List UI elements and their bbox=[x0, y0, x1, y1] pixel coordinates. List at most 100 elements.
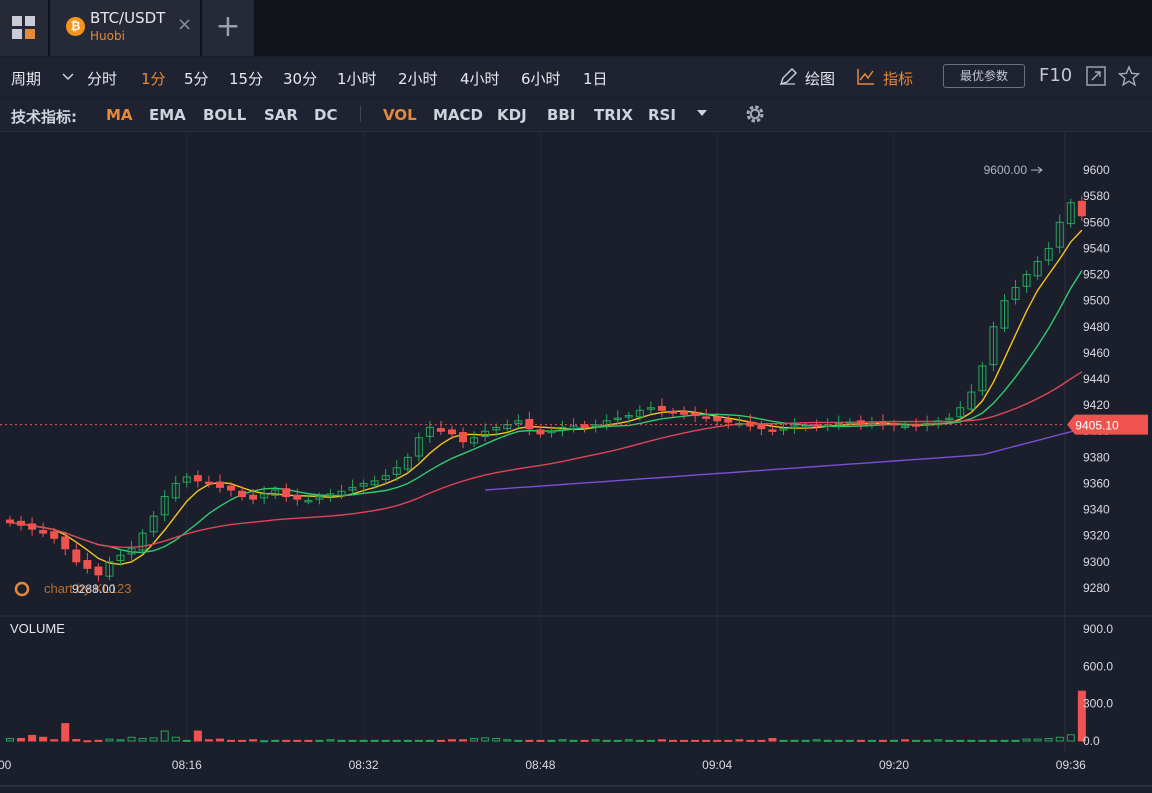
volume-tick-label: 0.0 bbox=[1083, 734, 1100, 748]
interval-5m[interactable]: 5分 bbox=[184, 70, 209, 88]
layout-grid-button[interactable] bbox=[0, 0, 48, 56]
volume-bar bbox=[448, 739, 456, 742]
close-icon[interactable]: × bbox=[177, 14, 193, 35]
grid-icon bbox=[12, 16, 35, 39]
interval-30m[interactable]: 30分 bbox=[283, 70, 318, 88]
tab-bar: ₿ BTC/USDT Huobi × + bbox=[0, 0, 1152, 56]
price-tick-label: 9540 bbox=[1083, 241, 1110, 255]
candle-body bbox=[61, 536, 70, 550]
candle-body bbox=[624, 415, 633, 418]
volume-bar bbox=[171, 736, 180, 742]
pen-icon[interactable] bbox=[778, 67, 798, 87]
candle-body bbox=[149, 515, 158, 533]
indicator-macd[interactable]: MACD bbox=[433, 106, 483, 124]
volume-bar bbox=[94, 739, 103, 742]
candle-body bbox=[6, 519, 14, 524]
tab-btc-usdt[interactable]: ₿ BTC/USDT Huobi × bbox=[50, 0, 200, 56]
candle-body bbox=[602, 420, 611, 427]
candle-body bbox=[370, 480, 379, 486]
candle-body bbox=[492, 426, 501, 431]
interval-15m[interactable]: 15分 bbox=[229, 70, 264, 88]
chart-line-icon[interactable] bbox=[857, 68, 875, 86]
chevron-down-icon[interactable] bbox=[62, 73, 74, 81]
volume-bar bbox=[459, 739, 468, 742]
volume-bar bbox=[105, 738, 114, 742]
volume-bar bbox=[1022, 738, 1031, 742]
candlesticks bbox=[6, 196, 1086, 582]
candle-body bbox=[680, 411, 689, 415]
volume-bar bbox=[790, 739, 799, 742]
interval-2h[interactable]: 2小时 bbox=[398, 70, 438, 88]
volume-bar bbox=[359, 739, 368, 742]
candle-body bbox=[238, 490, 247, 498]
time-tick-label: 09:04 bbox=[702, 758, 732, 772]
volume-bar bbox=[127, 736, 136, 742]
volume-bar bbox=[945, 739, 954, 742]
time-tick-label: 09:20 bbox=[879, 758, 909, 772]
volume-bar bbox=[381, 739, 390, 742]
volume-bar bbox=[757, 739, 766, 742]
high-price-label: 9600.00 bbox=[984, 163, 1028, 177]
indicator-rsi[interactable]: RSI bbox=[648, 106, 676, 124]
time-tick-label: 00 bbox=[0, 758, 12, 772]
volume-bar bbox=[646, 739, 655, 742]
candle-body bbox=[514, 420, 523, 424]
candle-body bbox=[724, 418, 733, 423]
candle-body bbox=[746, 421, 755, 427]
indicator-bbi[interactable]: BBI bbox=[547, 106, 576, 124]
caret-down-icon[interactable] bbox=[697, 110, 707, 117]
candle-body bbox=[967, 391, 976, 410]
indicator-vol[interactable]: VOL bbox=[383, 106, 417, 124]
volume-bar bbox=[6, 738, 14, 742]
ma-line-10 bbox=[9, 270, 1083, 554]
volume-bar bbox=[1055, 736, 1064, 742]
candle-body bbox=[282, 488, 291, 498]
fullscreen-icon[interactable] bbox=[1086, 66, 1106, 86]
gear-icon[interactable] bbox=[744, 103, 766, 125]
volume-bar bbox=[558, 739, 567, 742]
add-tab-button[interactable]: + bbox=[202, 0, 254, 56]
candle-body bbox=[17, 520, 26, 526]
volume-tick-label: 600.0 bbox=[1083, 659, 1113, 673]
interval-1d[interactable]: 1日 bbox=[583, 70, 608, 88]
star-icon[interactable] bbox=[1118, 65, 1140, 87]
volume-bar bbox=[160, 730, 169, 742]
volume-bar bbox=[149, 737, 158, 742]
volume-bar bbox=[989, 739, 998, 742]
volume-bar bbox=[1011, 739, 1020, 742]
indicator-dc[interactable]: DC bbox=[314, 106, 338, 124]
candle-body bbox=[337, 490, 346, 496]
bitcoin-icon: ₿ bbox=[66, 17, 85, 36]
volume-bar bbox=[613, 739, 622, 742]
volume-bar bbox=[624, 739, 633, 742]
candle-body bbox=[293, 494, 302, 500]
interval-6h[interactable]: 6小时 bbox=[521, 70, 561, 88]
volume-bar bbox=[713, 739, 722, 742]
candle-body bbox=[1077, 200, 1086, 217]
indicator-button[interactable]: 指标 bbox=[883, 70, 914, 88]
optimal-params-button[interactable]: 最优参数 bbox=[943, 64, 1025, 88]
volume-bar bbox=[669, 739, 677, 742]
volume-bar bbox=[326, 739, 335, 742]
candle-body bbox=[547, 430, 556, 434]
volume-bar bbox=[83, 740, 92, 743]
f10-button[interactable]: F10 bbox=[1039, 65, 1073, 86]
indicator-trix[interactable]: TRIX bbox=[594, 106, 633, 124]
time-tick-label: 08:48 bbox=[525, 758, 555, 772]
interval-1m[interactable]: 1分 bbox=[141, 70, 166, 88]
interval-4h[interactable]: 4小时 bbox=[460, 70, 500, 88]
draw-button[interactable]: 绘图 bbox=[805, 70, 836, 88]
indicator-sar[interactable]: SAR bbox=[264, 106, 298, 124]
volume-bar bbox=[845, 739, 854, 742]
interval-1h[interactable]: 1小时 bbox=[337, 70, 377, 88]
indicator-boll[interactable]: BOLL bbox=[203, 106, 247, 124]
volume-bar bbox=[271, 739, 280, 742]
candle-body bbox=[956, 407, 965, 418]
interval-timeshare[interactable]: 分时 bbox=[87, 70, 118, 88]
indicator-ma[interactable]: MA bbox=[106, 106, 133, 124]
indicator-kdj[interactable]: KDJ bbox=[497, 106, 527, 124]
indicator-ema[interactable]: EMA bbox=[149, 106, 186, 124]
candle-body bbox=[1033, 260, 1042, 277]
price-chart[interactable]: 9280930093209340936093809400942094409460… bbox=[0, 131, 1152, 793]
candle-body bbox=[459, 432, 468, 443]
